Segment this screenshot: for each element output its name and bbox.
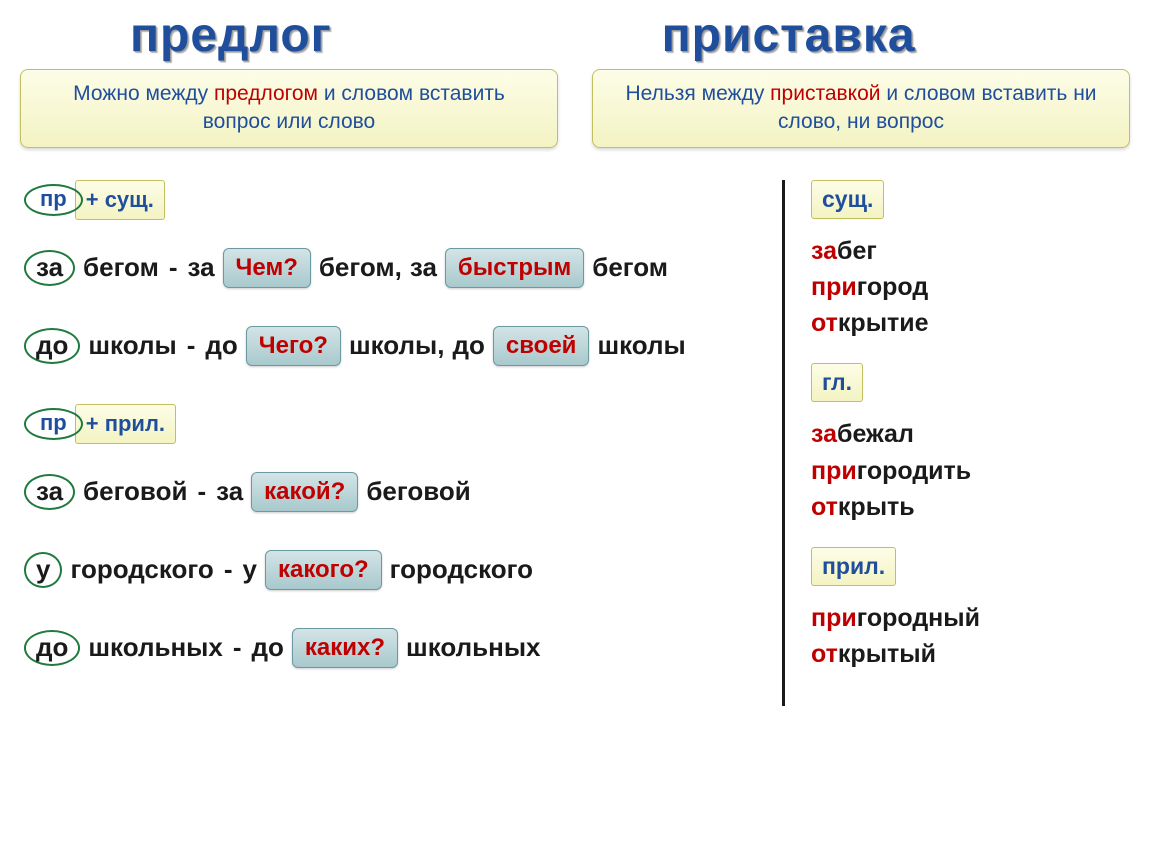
prep-oval: за xyxy=(24,250,75,286)
example-line-1: за бегом - за Чем? бегом, за быстрым бег… xyxy=(24,248,782,288)
prefix: от xyxy=(811,493,838,521)
rule-left-t1: между xyxy=(140,82,214,105)
word: школьных xyxy=(406,632,540,663)
word: городского xyxy=(390,554,533,585)
dash: - xyxy=(222,554,235,585)
word: городского xyxy=(70,554,213,585)
prep-oval: у xyxy=(24,552,62,588)
word: бегом xyxy=(592,252,668,283)
stem: крытие xyxy=(838,309,929,337)
example-line-2: до школы - до Чего? школы, до своей школ… xyxy=(24,326,782,366)
tag-row-noun: пр + сущ. xyxy=(24,180,782,220)
tag-row-adj: пр + прил. xyxy=(24,404,782,444)
stem: городный xyxy=(857,604,980,632)
stem: городить xyxy=(857,457,971,485)
prep: у xyxy=(242,554,256,585)
word: бегом xyxy=(83,252,159,283)
word: беговой xyxy=(366,476,470,507)
prefix: за xyxy=(811,420,837,448)
right-section-verb: гл. забежал пригородить открыть xyxy=(811,363,1126,525)
stem: крытый xyxy=(838,640,936,668)
word-list-noun: забег пригород открытие xyxy=(811,233,1126,342)
prep: до xyxy=(252,632,284,663)
prep: до xyxy=(453,330,485,361)
word-item: пригородный xyxy=(811,600,1126,636)
oval-pr-2: пр xyxy=(24,408,83,440)
word-list-adj: пригородный открытый xyxy=(811,600,1126,673)
dash: - xyxy=(167,252,180,283)
prep-oval: до xyxy=(24,328,80,364)
stem: город xyxy=(857,273,928,301)
example-line-5: до школьных - до каких? школьных xyxy=(24,628,782,668)
right-section-adj: прил. пригородный открытый xyxy=(811,547,1126,673)
word: школы, xyxy=(349,330,445,361)
dash: - xyxy=(185,330,198,361)
prep: за xyxy=(410,252,437,283)
example-line-3: за беговой - за какой? беговой xyxy=(24,472,782,512)
rule-left-predlog: предлогом xyxy=(214,82,318,105)
example-line-4: у городского - у какого? городского xyxy=(24,550,782,590)
word-item: открыть xyxy=(811,489,1126,525)
word-list-verb: забежал пригородить открыть xyxy=(811,416,1126,525)
word-item: забежал xyxy=(811,416,1126,452)
question-box: каких? xyxy=(292,628,398,668)
rule-right-t1: между xyxy=(696,82,770,105)
rule-left-mozhno: Можно xyxy=(73,82,140,105)
word: школы xyxy=(597,330,685,361)
tag-plus-noun: + сущ. xyxy=(75,180,165,220)
word-item: пригородить xyxy=(811,453,1126,489)
tag-plus-adj: + прил. xyxy=(75,404,176,444)
prefix: при xyxy=(811,604,857,632)
rule-row: Можно между предлогом и словом вставить … xyxy=(0,63,1150,148)
question-box: какой? xyxy=(251,472,358,512)
title-pristavka: приставка xyxy=(662,8,916,63)
rule-right-nelzya: Нельзя xyxy=(625,82,695,105)
header-row: предлог приставка xyxy=(0,0,1150,63)
stem: крыть xyxy=(838,493,915,521)
dash: - xyxy=(195,476,208,507)
left-column: пр + сущ. за бегом - за Чем? бегом, за б… xyxy=(24,180,782,706)
word-item: пригород xyxy=(811,269,1126,305)
tag-verb: гл. xyxy=(811,363,863,402)
stem: бежал xyxy=(837,420,914,448)
word-item: забег xyxy=(811,233,1126,269)
prep-oval: за xyxy=(24,474,75,510)
tag-adj: прил. xyxy=(811,547,896,586)
prefix: от xyxy=(811,309,838,337)
prefix: при xyxy=(811,457,857,485)
prep-oval: до xyxy=(24,630,80,666)
right-column: сущ. забег пригород открытие гл. забежал… xyxy=(782,180,1126,706)
rule-right-pristavka: приставкой xyxy=(770,82,880,105)
word: школьных xyxy=(88,632,222,663)
word: бегом, xyxy=(319,252,402,283)
prep: за xyxy=(216,476,243,507)
insert-box: быстрым xyxy=(445,248,584,288)
word: школы xyxy=(88,330,176,361)
question-box: какого? xyxy=(265,550,382,590)
prefix: за xyxy=(811,237,837,265)
question-box: Чего? xyxy=(246,326,341,366)
insert-box: своей xyxy=(493,326,590,366)
stem: бег xyxy=(837,237,877,265)
dash: - xyxy=(231,632,244,663)
question-box: Чем? xyxy=(223,248,311,288)
prefix: при xyxy=(811,273,857,301)
rule-box-left: Можно между предлогом и словом вставить … xyxy=(20,69,558,148)
prep: за xyxy=(188,252,215,283)
title-predlog: предлог xyxy=(130,8,332,63)
word-item: открытие xyxy=(811,305,1126,341)
main-area: пр + сущ. за бегом - за Чем? бегом, за б… xyxy=(0,148,1150,706)
right-section-noun: сущ. забег пригород открытие xyxy=(811,180,1126,342)
rule-box-right: Нельзя между приставкой и словом вставит… xyxy=(592,69,1130,148)
word: беговой xyxy=(83,476,187,507)
tag-noun: сущ. xyxy=(811,180,884,219)
prefix: от xyxy=(811,640,838,668)
word-item: открытый xyxy=(811,636,1126,672)
prep: до xyxy=(205,330,237,361)
oval-pr-1: пр xyxy=(24,184,83,216)
